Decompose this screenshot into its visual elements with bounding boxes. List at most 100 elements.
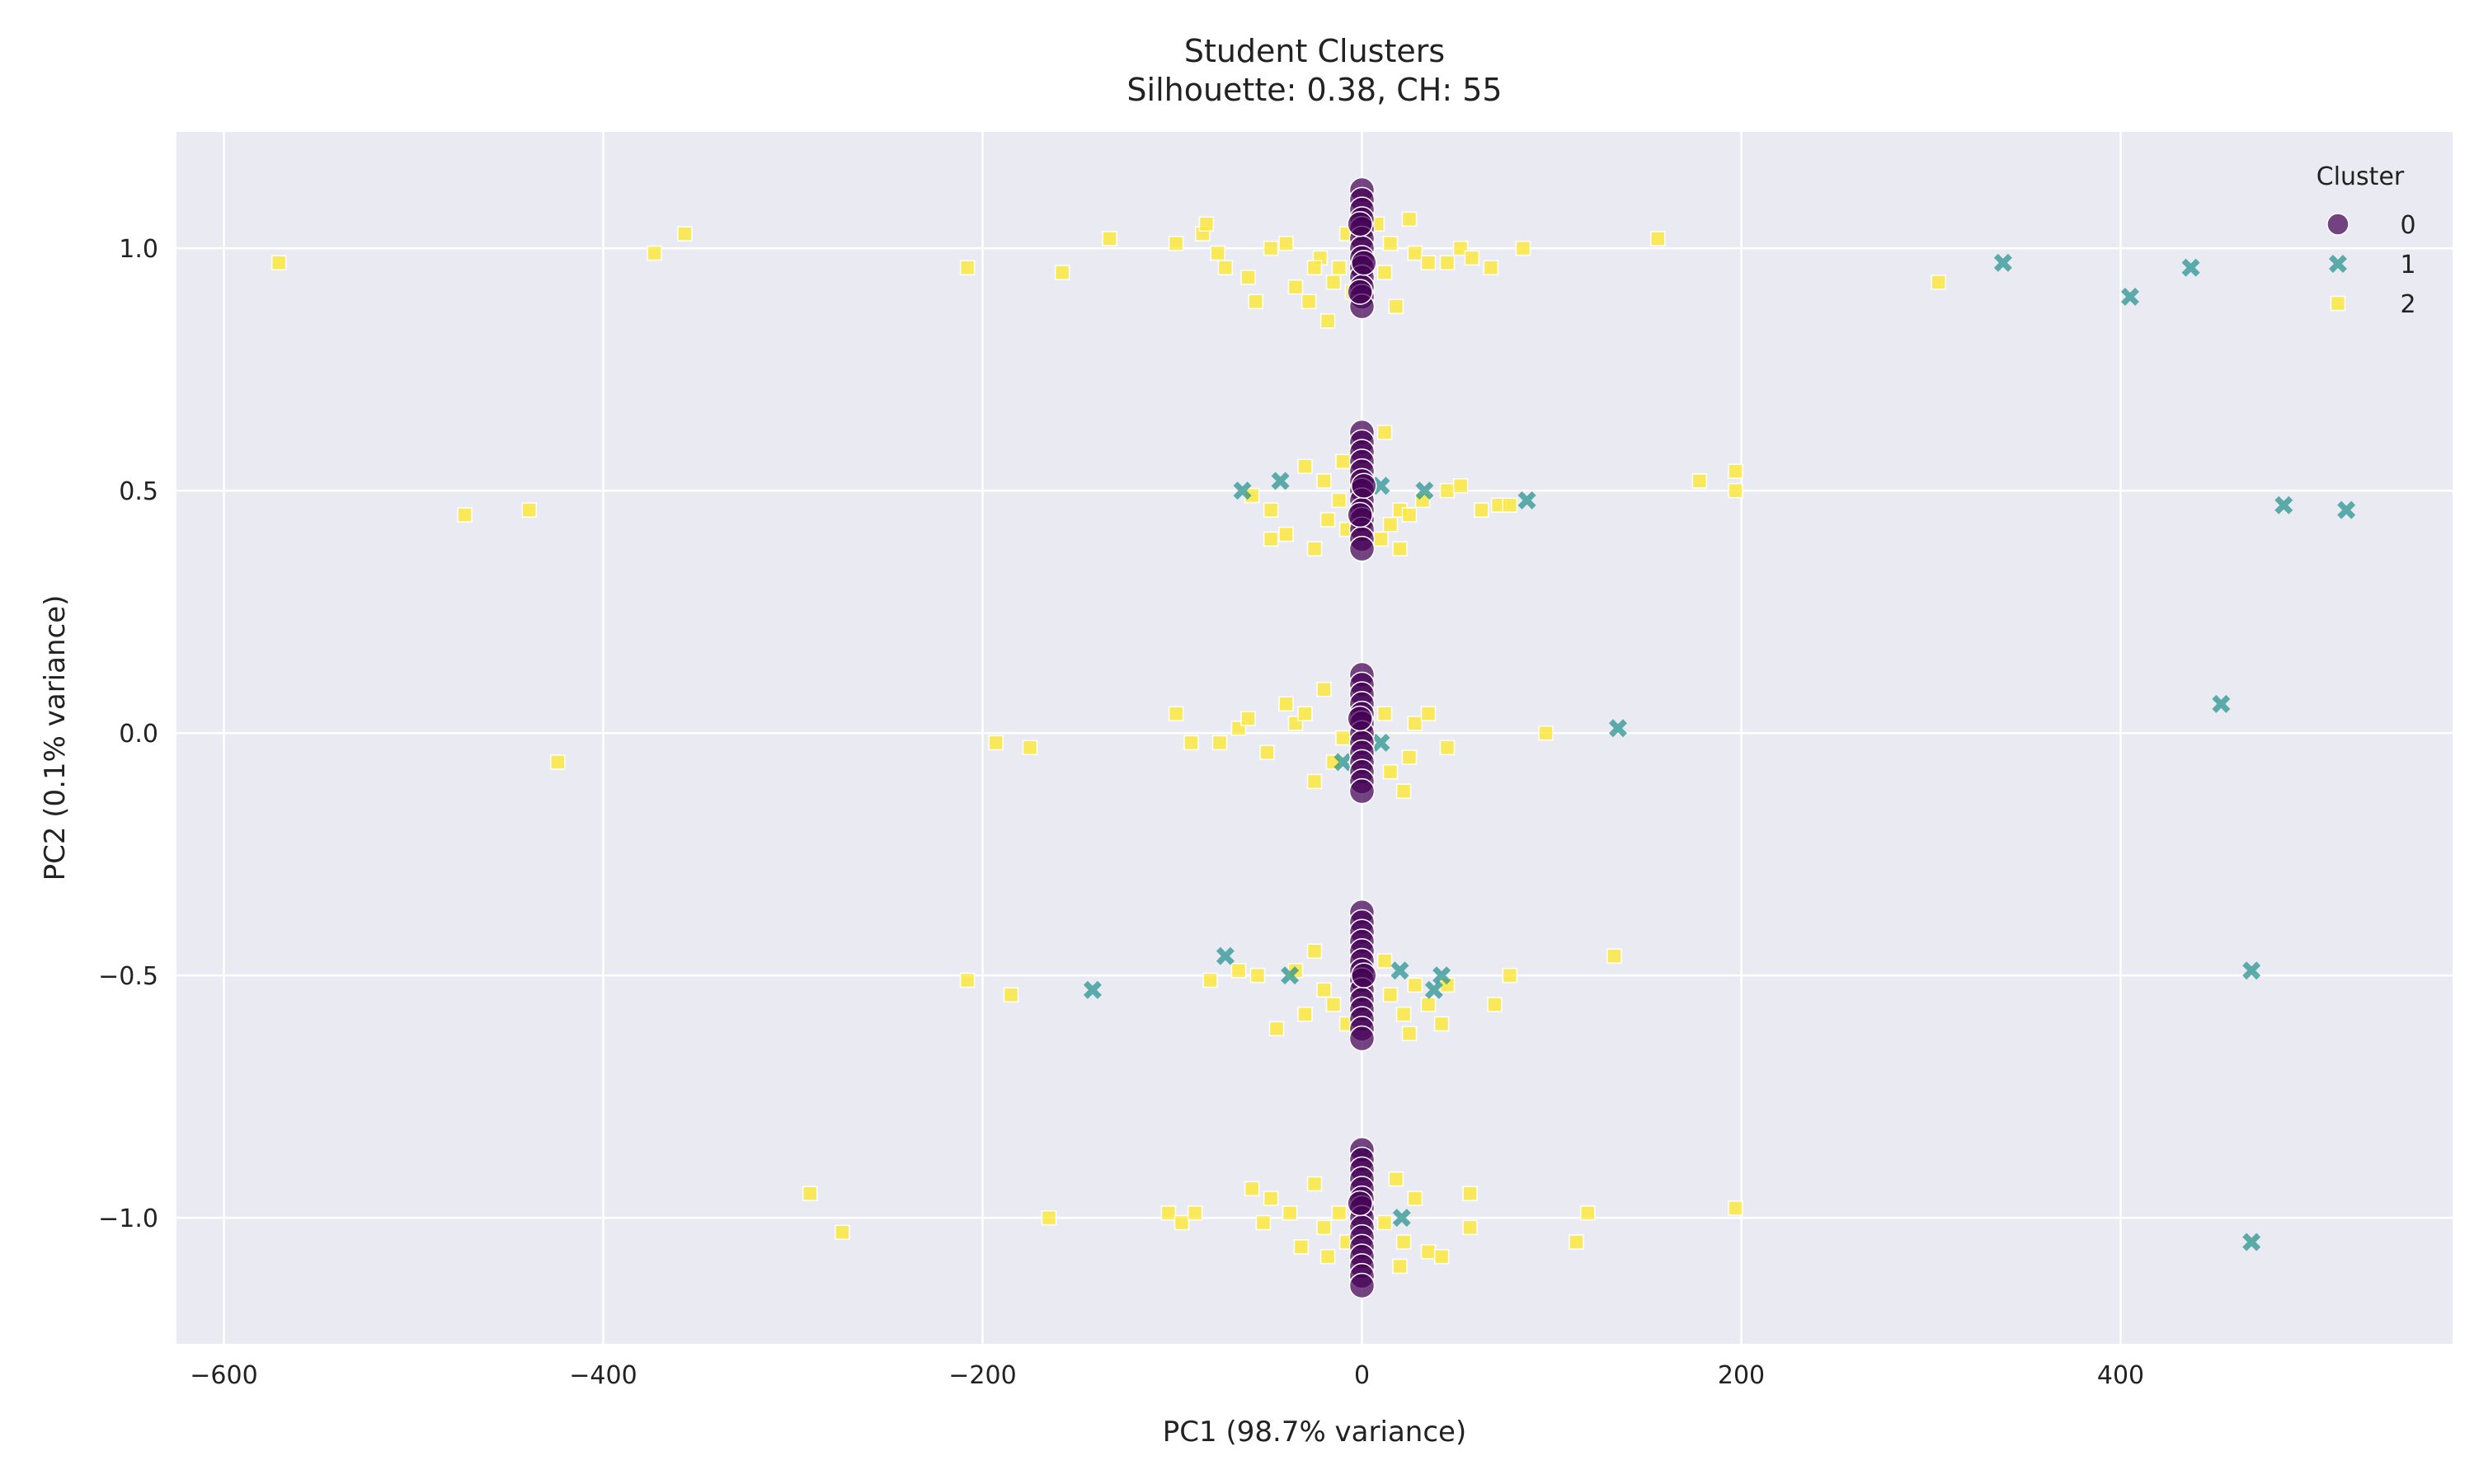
data-point: [1464, 250, 1480, 266]
data-point: [1407, 716, 1423, 731]
data-point: [1297, 706, 1313, 721]
data-point: [1263, 240, 1279, 256]
data-point: [1217, 260, 1234, 275]
data-point: [1462, 1186, 1478, 1201]
data-point: [1202, 972, 1218, 989]
data-point: [1395, 783, 1412, 799]
data-point: [1102, 231, 1117, 247]
data-point: [1462, 1219, 1478, 1236]
data-point: [1376, 265, 1393, 280]
data-point: [1407, 1190, 1423, 1206]
data-point: [1287, 279, 1304, 295]
data-point: [802, 1186, 818, 1201]
data-point: [1650, 231, 1666, 247]
data-point: [1376, 953, 1393, 969]
data-point: [1371, 733, 1390, 752]
data-point: [1003, 987, 1019, 1003]
y-tick-label: 0.0: [119, 720, 158, 749]
y-axis-label: PC2 (0.1% variance): [39, 595, 72, 881]
data-point: [677, 226, 693, 242]
data-point: [1300, 294, 1317, 310]
data-point: [1348, 1272, 1376, 1299]
data-point: [1538, 725, 1554, 741]
data-point: [1198, 216, 1215, 232]
data-point: [1168, 235, 1184, 251]
data-point: [1278, 696, 1294, 712]
legend-marker: [2329, 255, 2347, 273]
data-point: [1335, 453, 1351, 470]
data-point: [1452, 477, 1469, 494]
data-point: [1331, 1205, 1348, 1221]
legend-entry-1: 1: [2329, 251, 2416, 279]
data-point: [1401, 1026, 1418, 1041]
data-point: [1263, 502, 1279, 518]
data-point: [1271, 472, 1290, 491]
data-point: [1331, 492, 1348, 509]
legend: Cluster 0 1 2: [2316, 162, 2416, 319]
data-point: [1376, 425, 1393, 440]
data-point: [1240, 711, 1256, 726]
data-point: [1325, 275, 1342, 290]
data-point: [1306, 260, 1323, 275]
data-point: [2242, 961, 2261, 980]
plot-area: [176, 132, 2453, 1344]
data-point: [1282, 1205, 1298, 1221]
data-point: [1293, 1239, 1310, 1255]
data-point: [1420, 997, 1437, 1012]
data-point: [1420, 706, 1437, 721]
data-point: [1333, 753, 1352, 772]
data-point: [1348, 777, 1376, 805]
data-point: [1371, 477, 1390, 495]
data-point: [1168, 706, 1184, 721]
data-point: [1433, 1248, 1450, 1265]
data-point: [2212, 694, 2231, 713]
data-point: [1325, 997, 1342, 1012]
data-point: [1306, 943, 1323, 959]
legend-marker: [2330, 295, 2346, 312]
data-point: [647, 245, 662, 261]
data-point: [1515, 240, 1531, 256]
data-point: [1401, 507, 1418, 523]
data-point: [2181, 258, 2200, 277]
data-point: [1407, 245, 1423, 261]
series-0: [1347, 176, 1377, 1299]
data-point: [1382, 517, 1399, 533]
data-point: [1041, 1209, 1057, 1226]
data-point: [1728, 463, 1743, 479]
data-point: [2121, 287, 2139, 306]
data-point: [1316, 982, 1332, 998]
grid-lines: [176, 132, 2453, 1344]
data-point: [1931, 275, 1946, 290]
data-point: [1395, 1006, 1412, 1022]
data-point: [1249, 967, 1266, 984]
legend-marker: [2326, 213, 2349, 236]
data-point: [2274, 495, 2293, 514]
data-point: [1432, 966, 1451, 985]
data-point: [1388, 298, 1404, 314]
data-point: [1244, 1181, 1260, 1197]
data-point: [1728, 482, 1743, 499]
y-tick-label: −1.0: [98, 1205, 158, 1233]
data-point: [1606, 948, 1622, 964]
data-point: [1316, 1219, 1332, 1236]
data-point: [2242, 1233, 2261, 1252]
data-point: [1351, 250, 1377, 276]
data-point: [1278, 526, 1294, 542]
data-point: [1319, 512, 1336, 528]
data-point: [1319, 313, 1336, 329]
data-point: [1210, 245, 1225, 261]
data-point: [1255, 1214, 1272, 1231]
data-point: [1278, 235, 1294, 251]
data-point: [1183, 735, 1199, 751]
data-point: [1248, 294, 1263, 310]
data-point: [1424, 980, 1443, 999]
data-point: [1382, 763, 1399, 780]
data-point: [1474, 502, 1489, 518]
data-point: [1306, 1176, 1323, 1192]
data-point: [1392, 1209, 1411, 1228]
x-tick-label: 400: [2097, 1361, 2144, 1390]
data-point: [1211, 735, 1228, 751]
data-point: [1297, 1006, 1313, 1022]
data-point: [959, 260, 976, 275]
